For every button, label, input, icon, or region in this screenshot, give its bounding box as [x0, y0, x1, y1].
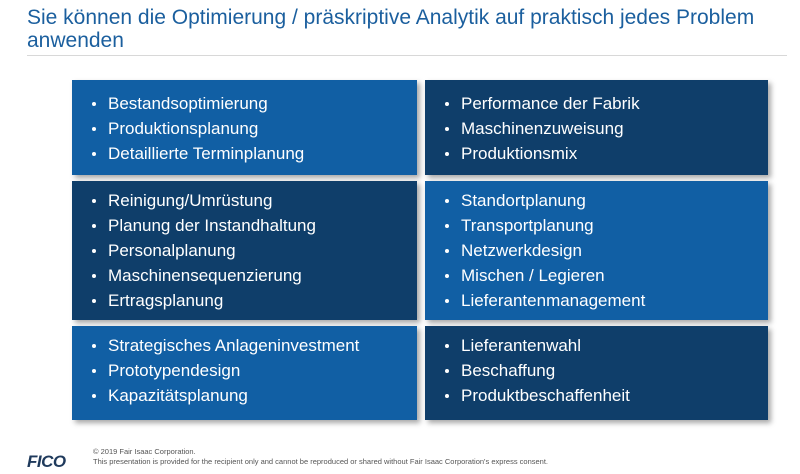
- list-item: Detaillierte Terminplanung: [72, 141, 417, 166]
- bullet-list: Strategisches Anlageninvestment Prototyp…: [72, 333, 417, 408]
- box-production-planning: Bestandsoptimierung Produktionsplanung D…: [72, 80, 417, 175]
- list-item: Beschaffung: [425, 358, 768, 383]
- list-item: Standortplanung: [425, 188, 768, 213]
- box-procurement: Lieferantenwahl Beschaffung Produktbesch…: [425, 326, 768, 420]
- list-item: Produktionsmix: [425, 141, 768, 166]
- problem-grid: Bestandsoptimierung Produktionsplanung D…: [72, 80, 772, 423]
- bullet-list: Bestandsoptimierung Produktionsplanung D…: [72, 91, 417, 166]
- bullet-list: Standortplanung Transportplanung Netzwer…: [425, 188, 768, 313]
- list-item: Netzwerkdesign: [425, 238, 768, 263]
- list-item: Personalplanung: [72, 238, 417, 263]
- list-item: Strategisches Anlageninvestment: [72, 333, 417, 358]
- box-strategic-investment: Strategisches Anlageninvestment Prototyp…: [72, 326, 417, 420]
- list-item: Maschinenzuweisung: [425, 116, 768, 141]
- list-item: Bestandsoptimierung: [72, 91, 417, 116]
- slide-title: Sie können die Optimierung / präskriptiv…: [27, 6, 755, 52]
- list-item: Mischen / Legieren: [425, 263, 768, 288]
- list-item: Reinigung/Umrüstung: [72, 188, 417, 213]
- bullet-list: Lieferantenwahl Beschaffung Produktbesch…: [425, 333, 768, 408]
- list-item: Planung der Instandhaltung: [72, 213, 417, 238]
- list-item: Kapazitätsplanung: [72, 383, 417, 408]
- list-item: Lieferantenmanagement: [425, 288, 768, 313]
- list-item: Maschinensequenzierung: [72, 263, 417, 288]
- list-item: Prototypendesign: [72, 358, 417, 383]
- title-divider: [27, 55, 787, 56]
- list-item: Performance der Fabrik: [425, 91, 768, 116]
- bullet-list: Performance der Fabrik Maschinenzuweisun…: [425, 91, 768, 166]
- list-item: Ertragsplanung: [72, 288, 417, 313]
- bullet-list: Reinigung/Umrüstung Planung der Instandh…: [72, 188, 417, 313]
- box-factory-performance: Performance der Fabrik Maschinenzuweisun…: [425, 80, 768, 175]
- copyright-text: © 2019 Fair Isaac Corporation.: [93, 447, 196, 456]
- list-item: Produktionsplanung: [72, 116, 417, 141]
- confidentiality-text: This presentation is provided for the re…: [93, 457, 549, 466]
- list-item: Lieferantenwahl: [425, 333, 768, 358]
- list-item: Transportplanung: [425, 213, 768, 238]
- box-maintenance-planning: Reinigung/Umrüstung Planung der Instandh…: [72, 181, 417, 320]
- box-logistics-planning: Standortplanung Transportplanung Netzwer…: [425, 181, 768, 320]
- footer-notice: © 2019 Fair Isaac Corporation. This pres…: [93, 447, 548, 467]
- fico-logo: FICO: [27, 452, 66, 471]
- list-item: Produktbeschaffenheit: [425, 383, 768, 408]
